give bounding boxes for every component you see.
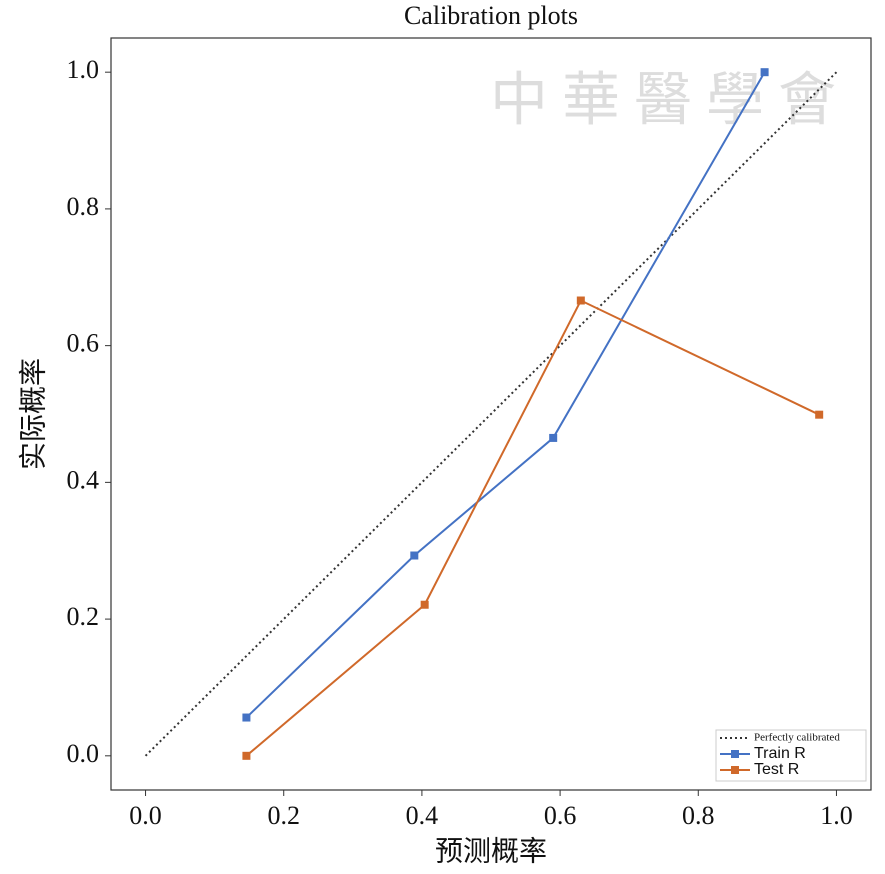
x-tick-label: 0.2 bbox=[267, 801, 300, 830]
series-line bbox=[144, 71, 838, 757]
series-line bbox=[245, 71, 766, 719]
point bbox=[815, 410, 824, 419]
x-tick-label: 0.4 bbox=[406, 801, 439, 830]
x-tick-label: 1.0 bbox=[820, 801, 853, 830]
point bbox=[760, 68, 769, 77]
plot-frame bbox=[110, 37, 872, 791]
y-tick-label: 0.4 bbox=[67, 465, 100, 494]
y-tick-label: 0.8 bbox=[67, 192, 100, 221]
point bbox=[242, 751, 251, 760]
chart-title: Calibration plots bbox=[404, 1, 578, 30]
legend-label: Perfectly calibrated bbox=[754, 732, 840, 744]
x-axis-label: 预测概率 bbox=[435, 835, 547, 867]
point bbox=[420, 600, 429, 609]
point bbox=[410, 551, 419, 560]
legend-marker bbox=[731, 750, 739, 758]
x-tick-label: 0.0 bbox=[129, 801, 162, 830]
series-line bbox=[245, 299, 820, 757]
x-tick-label: 0.8 bbox=[682, 801, 715, 830]
y-tick-label: 0.6 bbox=[67, 329, 100, 358]
legend-marker bbox=[731, 766, 739, 774]
y-tick-label: 0.2 bbox=[67, 602, 100, 631]
point bbox=[549, 433, 558, 442]
legend-label: Test R bbox=[754, 761, 799, 778]
watermark: 中華醫學會 bbox=[490, 67, 850, 132]
y-tick-label: 1.0 bbox=[67, 55, 100, 84]
x-tick-label: 0.6 bbox=[544, 801, 577, 830]
y-tick-label: 0.0 bbox=[67, 739, 100, 768]
point bbox=[576, 296, 585, 305]
point bbox=[242, 713, 251, 722]
y-axis-label: 实际概率 bbox=[17, 358, 49, 470]
legend-label: Train R bbox=[754, 745, 806, 762]
